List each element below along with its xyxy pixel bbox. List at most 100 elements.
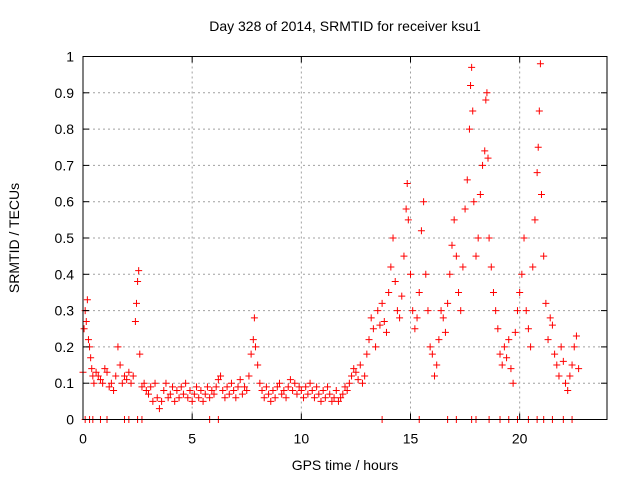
- data-point: [208, 386, 216, 394]
- y-tick-label: 0.5: [55, 230, 75, 246]
- data-point: [131, 317, 139, 325]
- data-point: [382, 328, 390, 336]
- y-tick-label: 0.4: [55, 266, 75, 282]
- data-point: [308, 386, 316, 394]
- data-point: [219, 386, 227, 394]
- data-point: [145, 390, 152, 398]
- data-point: [147, 383, 155, 391]
- data-point: [374, 307, 382, 315]
- data-point: [282, 394, 290, 402]
- data-point: [243, 386, 251, 394]
- data-point: [101, 365, 109, 373]
- data-point: [387, 263, 395, 271]
- data-point: [398, 292, 406, 300]
- data-point: [544, 336, 552, 344]
- data-point: [103, 368, 111, 376]
- y-tick-label: 0.1: [55, 375, 75, 391]
- data-point: [306, 379, 314, 387]
- x-tick-label: 10: [294, 431, 310, 447]
- data-point: [247, 350, 255, 358]
- data-point: [135, 267, 143, 275]
- data-point: [476, 190, 484, 198]
- data-point: [494, 325, 502, 333]
- data-point: [134, 278, 142, 286]
- data-point: [534, 143, 542, 151]
- data-point: [345, 379, 353, 387]
- data-point: [376, 321, 384, 329]
- y-tick-label: 0: [66, 412, 74, 428]
- y-tick-label: 0.2: [55, 339, 75, 355]
- data-point: [420, 198, 428, 206]
- data-point: [372, 343, 380, 351]
- data-point: [536, 60, 544, 68]
- data-point: [313, 383, 321, 391]
- data-point: [575, 365, 583, 373]
- data-point: [129, 372, 137, 380]
- y-tick-label: 0.9: [55, 85, 75, 101]
- data-point: [175, 394, 183, 402]
- data-point: [177, 383, 185, 391]
- data-point: [343, 386, 351, 394]
- data-point: [278, 390, 286, 398]
- data-point: [330, 394, 338, 402]
- data-point: [212, 383, 220, 391]
- data-point: [232, 394, 240, 402]
- y-axis-label: SRMTID / TECUs: [6, 183, 22, 293]
- data-point: [236, 376, 244, 384]
- data-point: [413, 314, 421, 322]
- data-point: [422, 270, 430, 278]
- data-point: [190, 390, 198, 398]
- data-point: [273, 383, 281, 391]
- data-point: [516, 288, 524, 296]
- data-point: [433, 361, 441, 369]
- data-point: [297, 386, 305, 394]
- data-point: [254, 361, 262, 369]
- x-tick-label: 5: [188, 431, 196, 447]
- data-point: [400, 252, 408, 260]
- data-point: [123, 376, 131, 384]
- data-point: [276, 379, 283, 387]
- data-point: [389, 234, 397, 242]
- data-point: [564, 386, 572, 394]
- data-point: [472, 252, 480, 260]
- x-tick-label: 15: [403, 431, 419, 447]
- data-point: [310, 394, 318, 402]
- data-point: [489, 288, 497, 296]
- data-point: [503, 354, 511, 362]
- data-point: [568, 361, 576, 369]
- data-point: [286, 376, 294, 384]
- grid-lines: [83, 56, 607, 420]
- data-point: [396, 314, 404, 322]
- data-point: [431, 372, 439, 380]
- data-point: [280, 386, 288, 394]
- data-point: [319, 386, 327, 394]
- data-point: [356, 361, 364, 369]
- data-point: [463, 176, 471, 184]
- data-point: [367, 314, 375, 322]
- data-point: [461, 205, 469, 213]
- data-point: [483, 89, 491, 97]
- data-point: [562, 379, 570, 387]
- data-point: [225, 390, 233, 398]
- y-tick-label: 1: [66, 49, 74, 65]
- data-point: [378, 299, 386, 307]
- data-point: [251, 343, 259, 351]
- data-point: [114, 343, 122, 351]
- data-point: [572, 332, 580, 340]
- data-point: [467, 82, 475, 90]
- data-point: [417, 227, 425, 235]
- data-point: [173, 386, 181, 394]
- data-point: [169, 383, 177, 391]
- data-point: [337, 394, 345, 402]
- data-point: [339, 390, 347, 398]
- data-point: [105, 383, 113, 391]
- data-point: [518, 270, 526, 278]
- data-point: [227, 379, 235, 387]
- data-point: [555, 372, 563, 380]
- data-point: [535, 107, 543, 115]
- data-point: [214, 376, 222, 384]
- data-point: [369, 325, 377, 333]
- data-point: [542, 299, 550, 307]
- data-point: [513, 307, 521, 315]
- data-point: [448, 241, 456, 249]
